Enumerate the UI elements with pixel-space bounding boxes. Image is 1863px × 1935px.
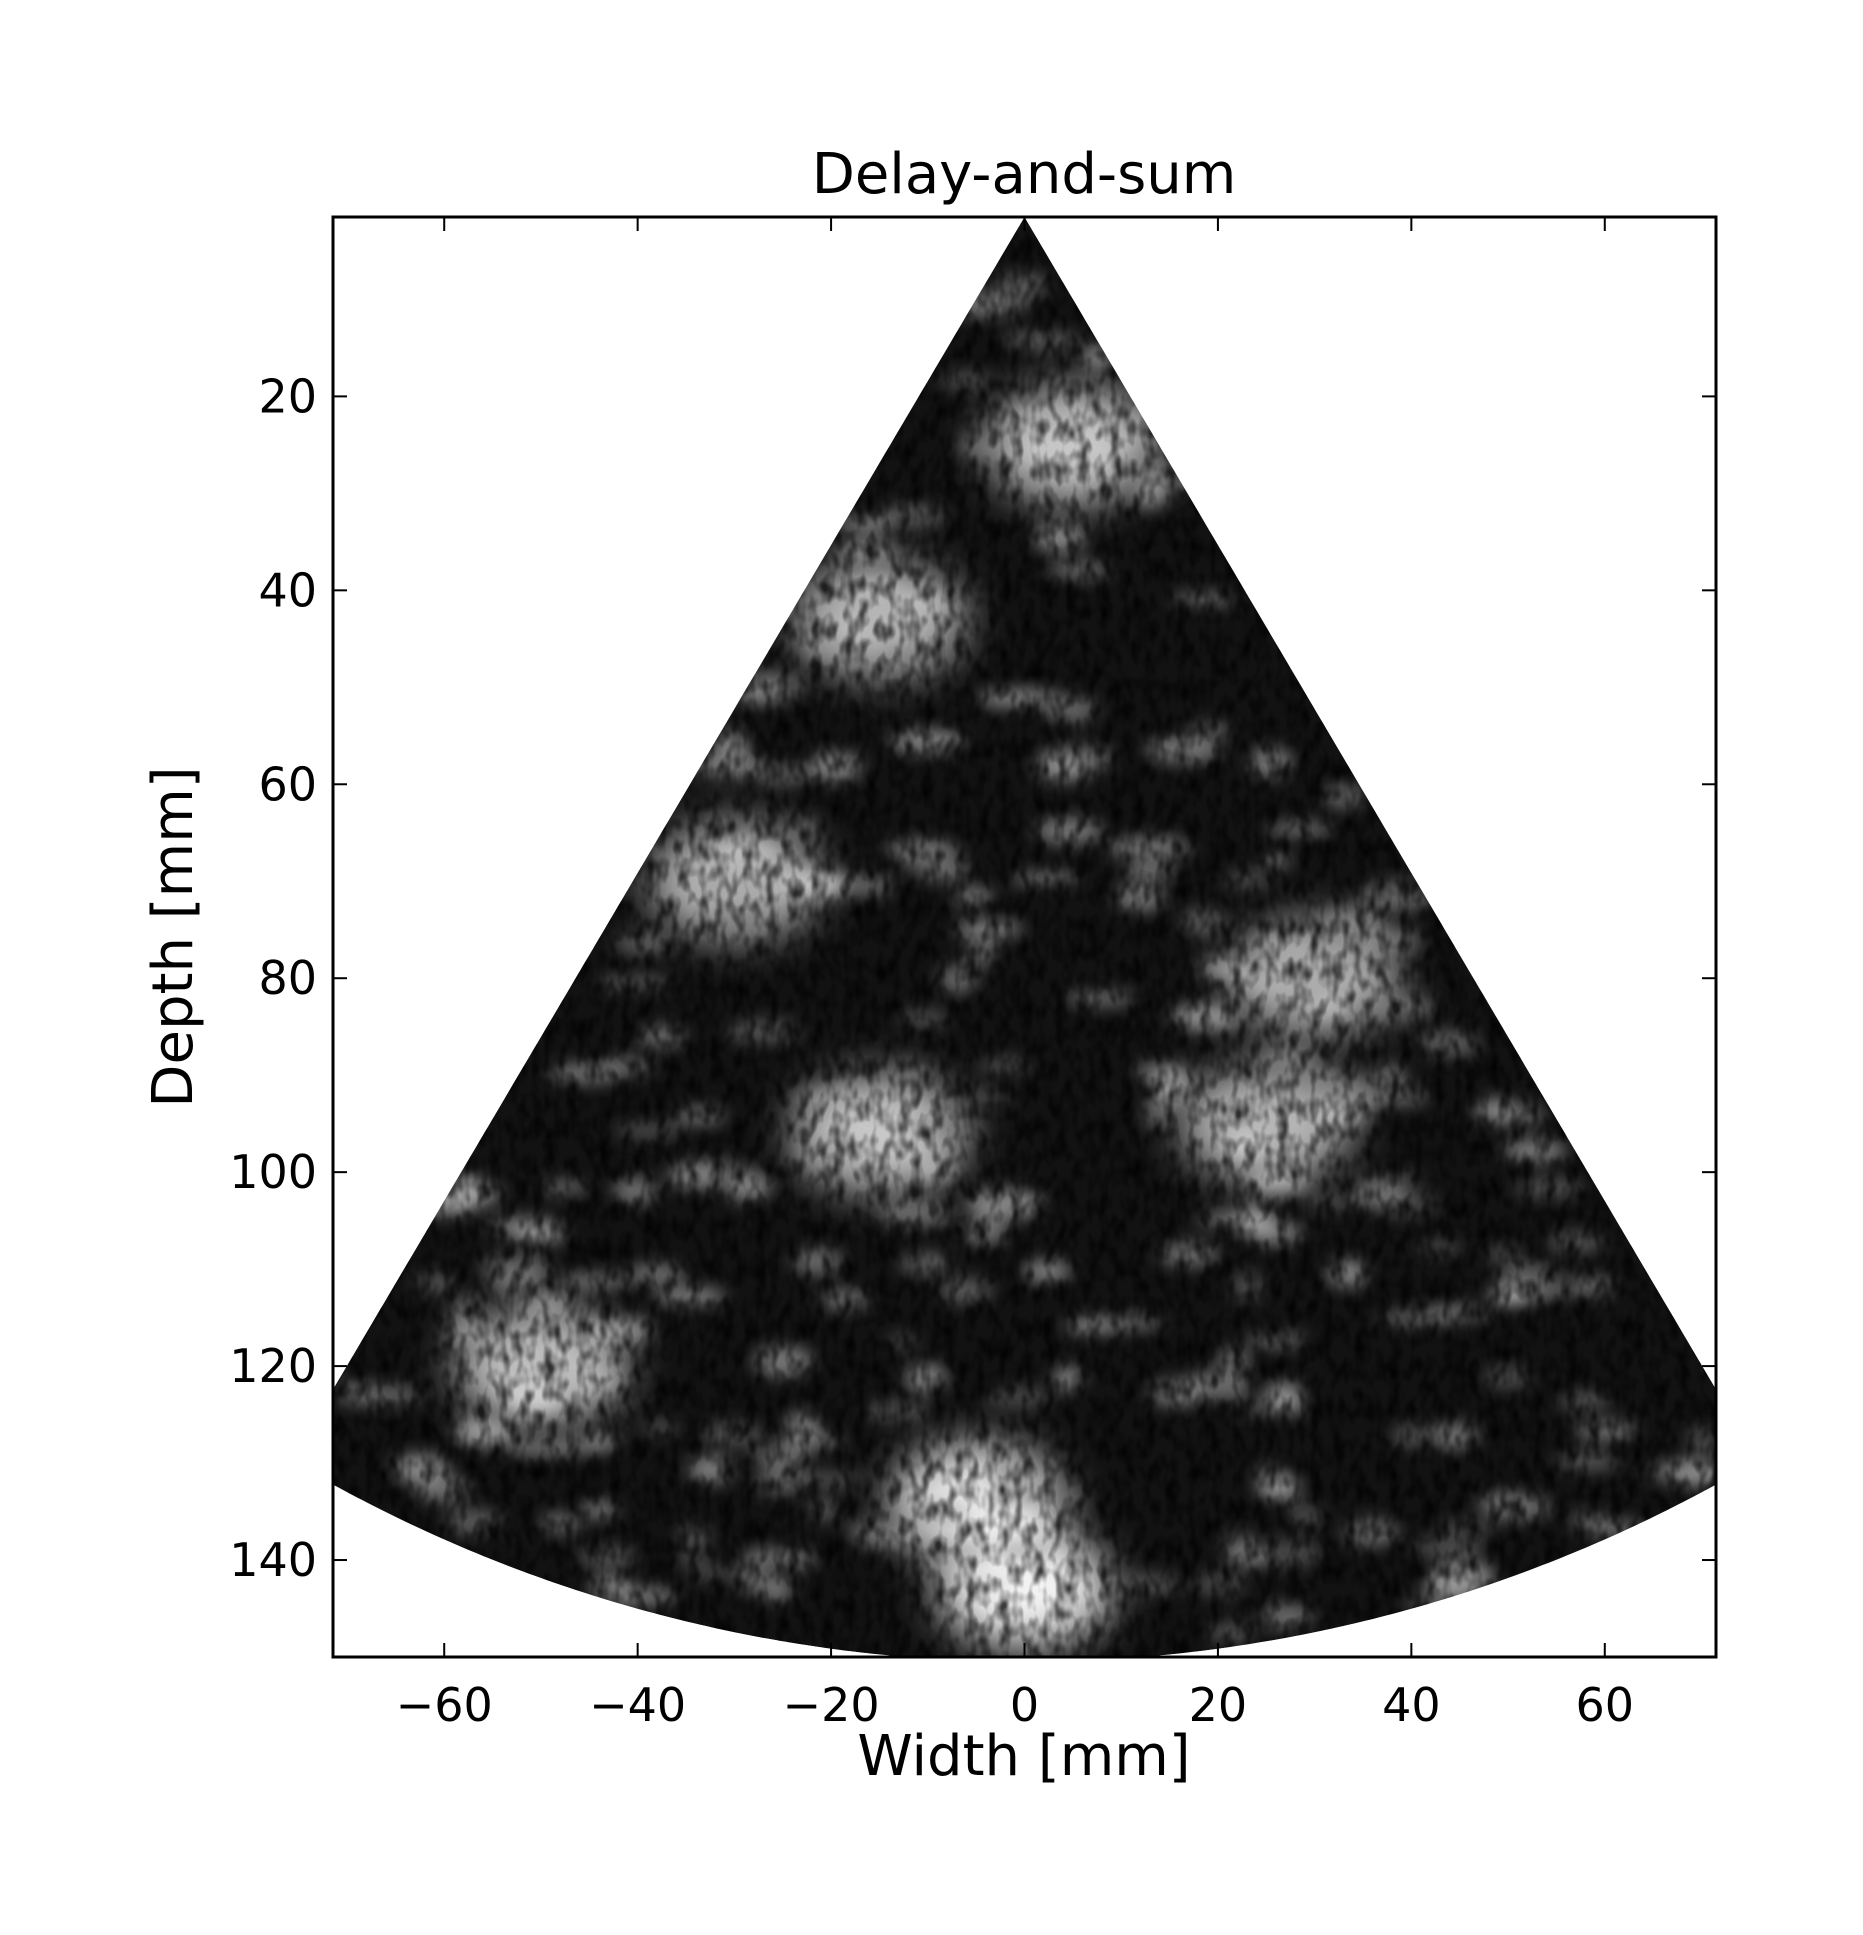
ultrasound-sector (333, 217, 1716, 1657)
y-tick-label: 100 (229, 1145, 317, 1199)
x-tick-label: 20 (1189, 1678, 1248, 1732)
x-tick-label: 40 (1382, 1678, 1441, 1732)
x-tick-label: −60 (396, 1678, 493, 1732)
speckle-texture (333, 217, 1716, 1657)
x-tick-label: −20 (783, 1678, 880, 1732)
y-tick-label: 60 (258, 757, 317, 811)
x-tick-label: 0 (1010, 1678, 1039, 1732)
y-axis: 20 40 60 80 100 120 140 (229, 369, 1716, 1587)
y-axis-label: Depth [mm] (141, 766, 206, 1107)
x-axis-label: Width [mm] (857, 1724, 1190, 1789)
y-tick-label: 80 (258, 951, 317, 1005)
x-axis: −60 −40 −20 0 20 40 60 (396, 217, 1634, 1732)
plot-area (333, 217, 1716, 1657)
x-tick-label: −40 (589, 1678, 686, 1732)
x-tick-label: 60 (1576, 1678, 1635, 1732)
y-tick-label: 20 (258, 369, 317, 423)
y-tick-label: 140 (229, 1533, 317, 1587)
chart-title: Delay-and-sum (812, 142, 1237, 207)
y-tick-label: 40 (258, 563, 317, 617)
y-tick-label: 120 (229, 1339, 317, 1393)
